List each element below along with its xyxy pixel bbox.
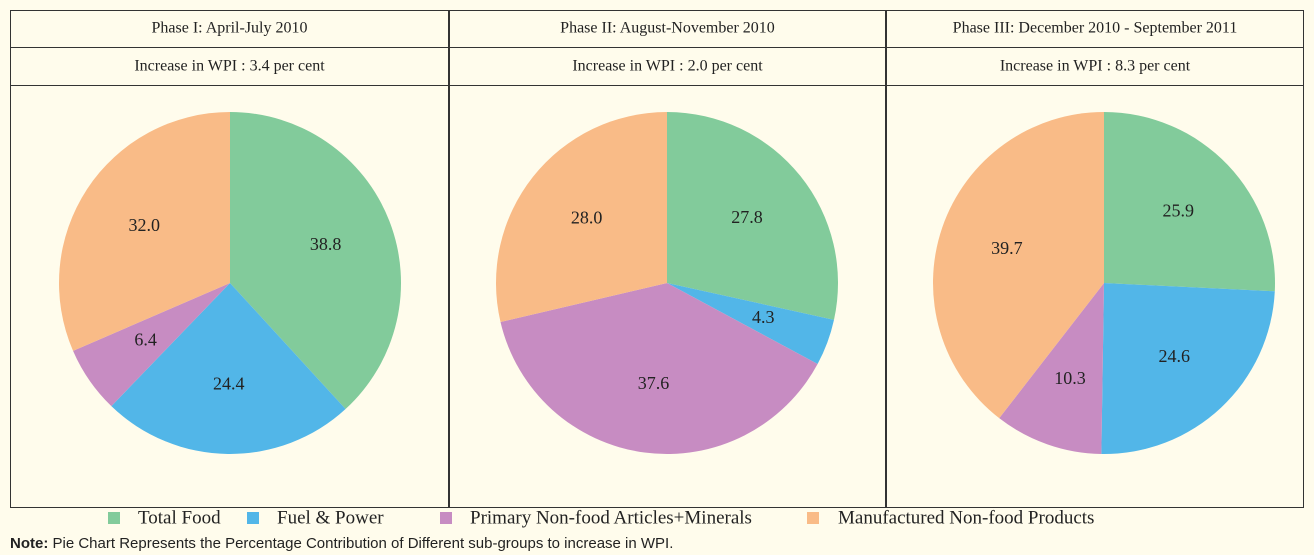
- pie-slice: [111, 283, 346, 454]
- pie-slice: [1101, 283, 1275, 454]
- slice-label: 28.0: [571, 207, 603, 227]
- note-label: Note:: [10, 535, 48, 552]
- note-text: Pie Chart Represents the Percentage Cont…: [53, 535, 674, 552]
- pie-slice: [933, 112, 1104, 419]
- slice-label: 24.6: [1158, 346, 1190, 366]
- pie-slice: [73, 283, 230, 407]
- legend-label: Primary Non-food Articles+Minerals: [470, 507, 752, 528]
- slice-label: 4.3: [752, 307, 775, 327]
- legend-label: Fuel & Power: [277, 507, 384, 528]
- slice-label: 24.4: [213, 374, 245, 394]
- panel-subtitle: Increase in WPI : 8.3 per cent: [1000, 58, 1191, 75]
- slice-label: 38.8: [310, 234, 342, 254]
- panel-subtitle: Increase in WPI : 2.0 per cent: [572, 58, 763, 75]
- legend-swatch: [440, 512, 452, 524]
- pie-slice: [1104, 112, 1275, 292]
- panel-title: Phase III: December 2010 - September 201…: [953, 20, 1238, 37]
- panel-title: Phase II: August-November 2010: [560, 20, 775, 37]
- slice-label: 37.6: [638, 373, 670, 393]
- slice-label: 10.3: [1054, 368, 1086, 388]
- pie-slice: [496, 112, 667, 322]
- pie-slice: [667, 112, 839, 320]
- slice-label: 32.0: [129, 215, 161, 235]
- pie-slice: [58, 112, 230, 351]
- pie-slice: [230, 112, 401, 410]
- slice-label: 27.8: [731, 207, 763, 227]
- slice-label: 6.4: [134, 330, 157, 350]
- legend-swatch: [807, 512, 819, 524]
- note: Note: Pie Chart Represents the Percentag…: [10, 535, 673, 552]
- legend-swatch: [247, 512, 259, 524]
- panel-title: Phase I: April-July 2010: [152, 20, 308, 37]
- pie-slice: [500, 283, 818, 454]
- slice-label: 39.7: [991, 238, 1023, 258]
- legend-label: Manufactured Non-food Products: [838, 507, 1094, 528]
- legend-swatch: [108, 512, 120, 524]
- slice-label: 25.9: [1163, 200, 1195, 220]
- pie-slice: [667, 283, 834, 365]
- panel-subtitle: Increase in WPI : 3.4 per cent: [134, 58, 325, 75]
- legend-label: Total Food: [138, 507, 221, 528]
- pie-slice: [999, 283, 1104, 454]
